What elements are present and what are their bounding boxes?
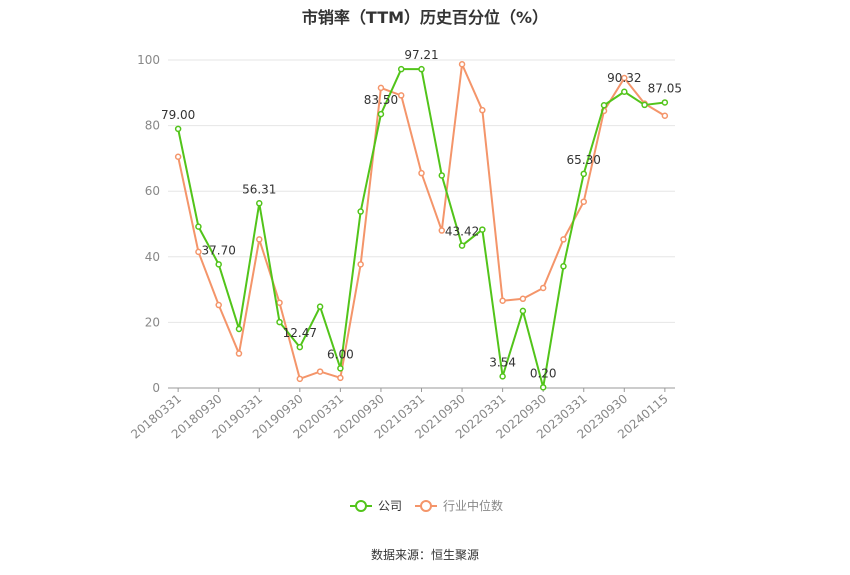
data-point <box>560 236 567 243</box>
data-point <box>296 343 304 351</box>
data-point <box>235 325 243 333</box>
data-label: 37.70 <box>202 243 236 257</box>
data-point <box>418 65 425 73</box>
data-point <box>661 99 669 106</box>
legend-label: 行业中位数 <box>443 498 503 513</box>
data-label: 6.00 <box>327 347 354 361</box>
data-point <box>621 88 628 96</box>
data-point <box>438 227 446 234</box>
data-point <box>377 110 385 118</box>
data-point <box>276 318 283 326</box>
data-point <box>276 299 283 306</box>
legend-marker <box>420 500 432 512</box>
chart-title: 市销率（TTM）历史百分位（%） <box>301 8 549 27</box>
data-point <box>458 61 466 68</box>
legend-item[interactable]: 公司 <box>350 499 402 513</box>
data-point <box>580 170 587 178</box>
data-point <box>458 242 466 249</box>
data-point <box>641 101 648 109</box>
data-label: 97.21 <box>404 48 438 62</box>
data-point <box>661 112 669 120</box>
data-point <box>316 303 324 310</box>
legend-marker <box>355 500 367 512</box>
data-point <box>519 295 527 303</box>
series-line <box>177 63 666 380</box>
data-label: 56.31 <box>242 182 276 196</box>
label-layer: 79.00 37.70 56.31 12.47 6.00 83.50 97.21 43.42 3… <box>161 48 682 380</box>
data-point <box>195 248 202 256</box>
data-point <box>438 172 446 179</box>
data-point <box>215 261 222 268</box>
data-point <box>174 125 182 133</box>
data-point <box>357 208 364 215</box>
data-point <box>539 284 547 292</box>
data-point <box>357 261 364 268</box>
data-point <box>600 102 608 109</box>
data-point <box>580 198 587 205</box>
data-point <box>377 84 385 92</box>
data-label: 90.32 <box>607 71 641 85</box>
data-point <box>316 368 324 375</box>
grid-layer <box>168 59 675 323</box>
data-label: 65.30 <box>567 153 601 167</box>
data-point <box>397 65 405 73</box>
data-label: 87.05 <box>648 81 682 95</box>
series-layer <box>174 61 669 391</box>
data-point <box>195 223 202 230</box>
legend-label: 公司 <box>378 499 402 513</box>
data-label: 0.20 <box>530 366 557 380</box>
data-label: 12.47 <box>283 326 317 340</box>
data-point <box>479 226 486 233</box>
data-label: 43.42 <box>445 225 479 239</box>
data-point <box>519 307 527 315</box>
legend[interactable]: 公司 行业中位数 <box>350 498 503 513</box>
y-tick-label: 100 <box>137 53 160 67</box>
data-point <box>499 297 506 305</box>
series-line <box>177 68 665 389</box>
y-tick-label: 80 <box>145 119 160 133</box>
y-tick-label: 20 <box>145 315 160 329</box>
data-point <box>397 92 405 99</box>
y-tick-label: 60 <box>145 184 160 198</box>
data-label: 79.00 <box>161 108 195 122</box>
data-point <box>256 236 263 243</box>
data-label: 83.50 <box>364 93 398 107</box>
data-point <box>337 374 344 382</box>
data-point <box>539 384 547 391</box>
data-point <box>479 106 486 114</box>
data-label: 3.54 <box>489 355 516 369</box>
data-point <box>174 153 182 161</box>
data-point <box>418 169 425 177</box>
source-note: 数据来源：恒生聚源 <box>370 548 479 562</box>
data-point <box>256 200 263 207</box>
data-point <box>215 301 222 309</box>
y-tick-label: 40 <box>145 250 160 264</box>
data-point <box>499 373 506 380</box>
data-point <box>621 74 628 82</box>
data-point <box>296 375 304 383</box>
y-tick-label: 0 <box>152 381 160 395</box>
data-point <box>235 350 243 357</box>
data-point <box>560 263 567 270</box>
data-point <box>337 365 344 372</box>
legend-item[interactable]: 行业中位数 <box>415 498 503 513</box>
